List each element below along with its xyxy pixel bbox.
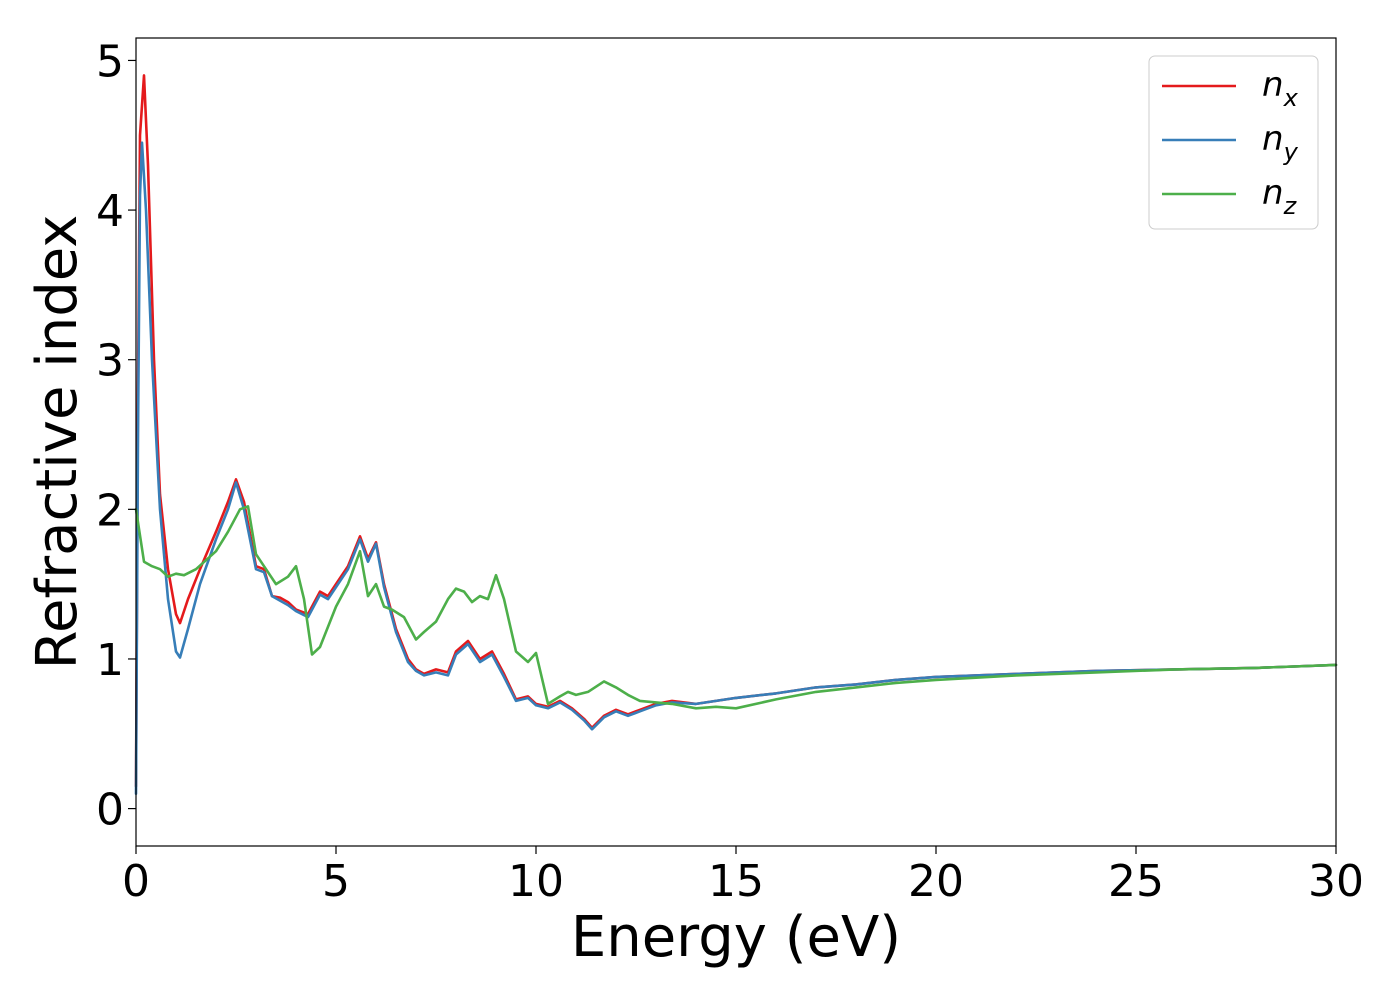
x-tick-label: 20 <box>908 856 964 907</box>
x-axis-title: Energy (eV) <box>571 905 901 970</box>
y-tick-label: 3 <box>96 336 124 387</box>
y-axis-title: Refractive index <box>25 215 90 670</box>
y-tick-label: 4 <box>96 186 124 237</box>
x-tick-label: 10 <box>508 856 564 907</box>
plot-lines <box>134 74 1338 795</box>
y-tick-label: 1 <box>96 635 124 686</box>
y-axis-ticks: 0 1 2 3 4 5 <box>96 36 136 836</box>
series-line-ny <box>134 141 1338 795</box>
legend-label-nx: nx <box>1262 65 1299 112</box>
series-line-nz <box>134 504 1338 710</box>
legend-label-nz: nz <box>1262 173 1298 220</box>
y-tick-label: 2 <box>96 485 124 536</box>
x-tick-label: 15 <box>708 856 764 907</box>
x-tick-label: 5 <box>322 856 350 907</box>
y-tick-label: 0 <box>96 785 124 836</box>
x-tick-label: 0 <box>122 856 150 907</box>
legend-box <box>1148 55 1319 230</box>
legend-label-ny: ny <box>1262 119 1299 166</box>
x-tick-label: 25 <box>1108 856 1164 907</box>
x-tick-label: 30 <box>1308 856 1364 907</box>
x-axis-ticks: 0 5 10 15 20 25 30 <box>122 846 1364 907</box>
y-tick-label: 5 <box>96 36 124 87</box>
legend: nx ny nz <box>1148 55 1319 230</box>
